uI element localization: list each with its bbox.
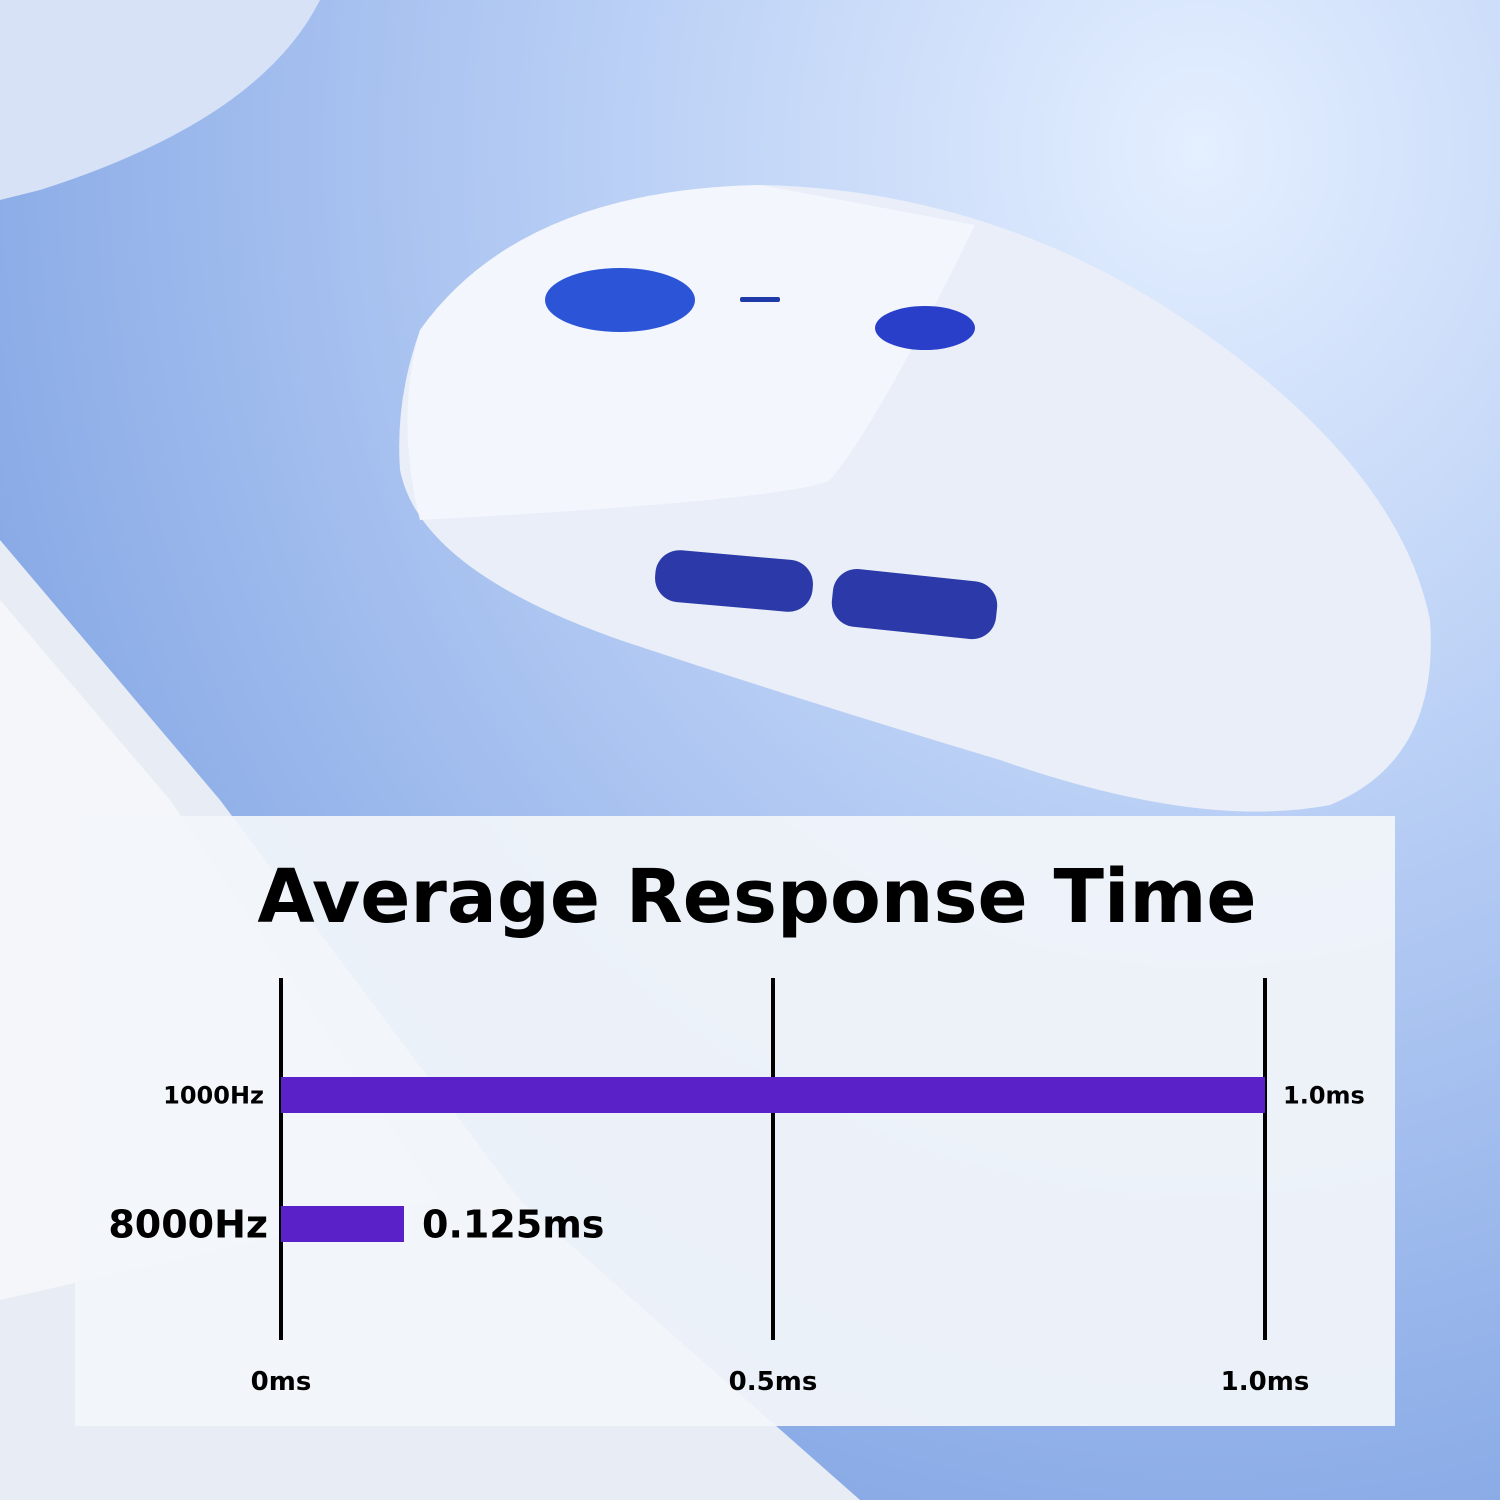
chart-title: Average Response Time bbox=[257, 854, 1256, 940]
x-tick-label: 0.5ms bbox=[729, 1367, 818, 1397]
x-tick-label: 1.0ms bbox=[1221, 1367, 1310, 1397]
chart-panel bbox=[75, 816, 1395, 1426]
data-label: 1.0ms bbox=[1283, 1082, 1365, 1110]
category-label: 1000Hz bbox=[163, 1082, 264, 1110]
bar-8000hz bbox=[281, 1206, 404, 1242]
category-label: 8000Hz bbox=[108, 1203, 268, 1247]
data-label: 0.125ms bbox=[422, 1203, 604, 1247]
mouse bbox=[399, 185, 1431, 812]
cable bbox=[0, 0, 320, 200]
bar-1000hz bbox=[281, 1077, 1265, 1113]
x-tick-label: 0ms bbox=[251, 1367, 312, 1397]
